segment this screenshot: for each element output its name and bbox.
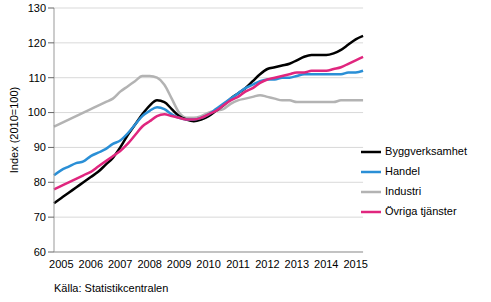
svg-text:90: 90 [34,141,46,153]
html-text:Källa: Statistikcentralen: Källa: Statistikcentralen [54,282,169,294]
svg-text:2007: 2007 [108,258,132,270]
svg-text:80: 80 [34,176,46,188]
svg-text:2006: 2006 [79,258,103,270]
html-text:Industri: Industri [385,185,422,198]
svg-text:100: 100 [28,106,46,118]
html-text:Handel: Handel [385,165,420,178]
svg-text:2015: 2015 [343,258,367,270]
svg-text:Index (2010=100): Index (2010=100) [8,87,20,174]
svg-text:2009: 2009 [167,258,191,270]
svg-text:2014: 2014 [314,258,338,270]
svg-text:2005: 2005 [49,258,73,270]
svg-text:2012: 2012 [255,258,279,270]
svg-text:2013: 2013 [285,258,309,270]
html-text:Övriga tjänster: Övriga tjänster [385,205,457,218]
svg-text:130: 130 [28,2,46,14]
svg-text:2008: 2008 [137,258,161,270]
svg-text:120: 120 [28,37,46,49]
svg-text:110: 110 [28,72,46,84]
svg-text:2010: 2010 [196,258,220,270]
html-text:Byggverksamhet: Byggverksamhet [385,145,467,157]
svg-text:70: 70 [34,211,46,223]
svg-text:2011: 2011 [226,258,250,270]
svg-text:60: 60 [34,246,46,258]
